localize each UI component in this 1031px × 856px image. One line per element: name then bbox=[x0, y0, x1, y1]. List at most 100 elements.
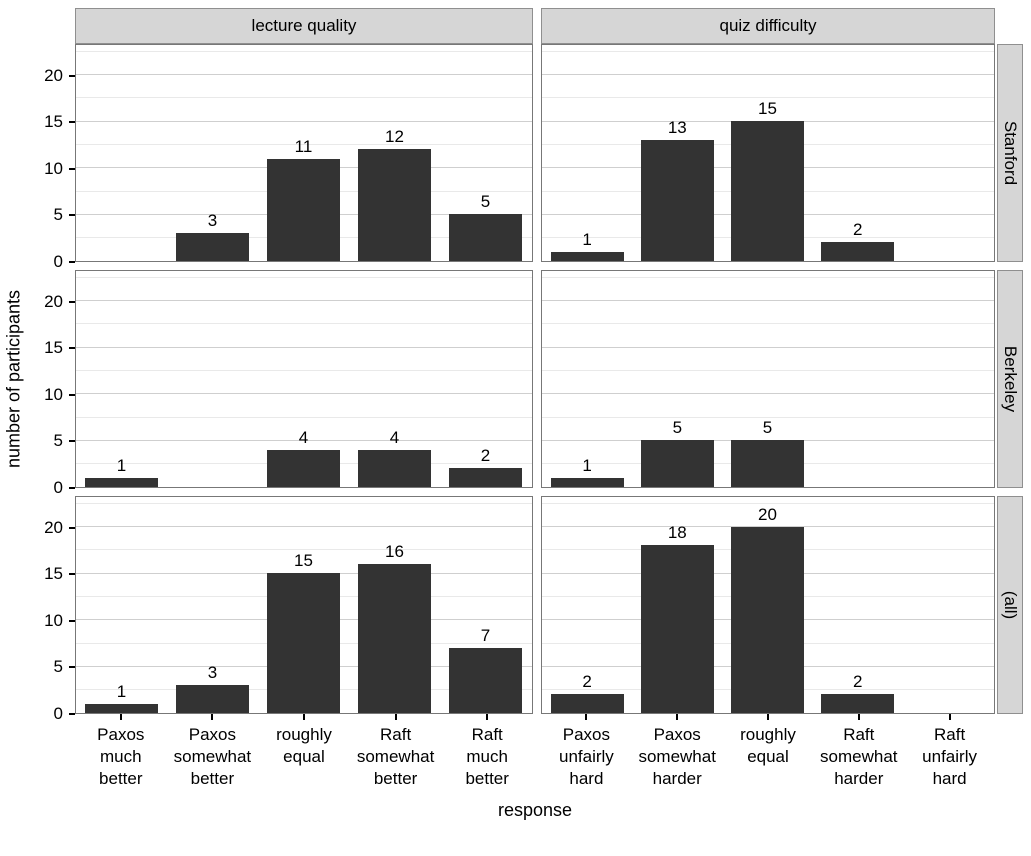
x-category-label-line: Paxos bbox=[653, 725, 701, 744]
x-category-label-line: Paxos bbox=[188, 725, 237, 744]
x-category-label-line: somewhat bbox=[356, 747, 435, 766]
bar bbox=[85, 703, 158, 713]
x-category-label-line: better bbox=[190, 769, 235, 788]
gridline-minor bbox=[542, 50, 994, 52]
y-tick-mark bbox=[69, 121, 75, 124]
y-tick-label: 20 bbox=[44, 517, 63, 537]
bar-value-label: 20 bbox=[758, 504, 777, 524]
bar bbox=[640, 139, 714, 261]
bar bbox=[267, 573, 340, 713]
gridline-major bbox=[76, 346, 532, 348]
bar-value-label: 4 bbox=[389, 427, 400, 447]
x-category-label: roughly equal bbox=[238, 724, 370, 768]
x-category-label-line: somewhat bbox=[820, 747, 898, 766]
y-tick-label: 5 bbox=[53, 657, 63, 677]
y-tick-label: 20 bbox=[44, 65, 63, 85]
column-facet-strip: quiz difficulty bbox=[541, 8, 995, 44]
bar-value-label: 5 bbox=[762, 418, 773, 438]
gridline-minor bbox=[76, 549, 532, 551]
y-tick-mark bbox=[69, 440, 75, 443]
gridline-major bbox=[76, 526, 532, 528]
x-tick-mark bbox=[119, 714, 122, 720]
x-category-label-line: Raft bbox=[843, 725, 875, 744]
bar bbox=[731, 121, 804, 261]
y-tick-label: 5 bbox=[53, 205, 63, 225]
x-tick-mark bbox=[767, 714, 769, 720]
bar-value-label: 18 bbox=[667, 523, 687, 543]
x-category-label: Paxos much better bbox=[55, 724, 187, 790]
gridline-minor bbox=[542, 323, 994, 325]
x-category-label-line: better bbox=[99, 769, 143, 788]
y-tick-mark bbox=[69, 526, 75, 529]
facet-panel: 1 4 4 2 bbox=[75, 270, 533, 488]
bar-value-label: 1 bbox=[116, 455, 127, 475]
x-category-label-line: better bbox=[373, 769, 418, 788]
x-category-label-line: hard bbox=[569, 769, 604, 788]
x-tick-mark bbox=[676, 714, 679, 720]
bar bbox=[176, 685, 249, 713]
gridline-minor bbox=[76, 144, 532, 146]
y-tick-label: 0 bbox=[53, 252, 63, 271]
y-tick-mark bbox=[69, 393, 75, 396]
bar bbox=[550, 251, 624, 261]
y-tick-mark bbox=[69, 713, 75, 715]
gridline-minor bbox=[76, 502, 532, 504]
bar-value-label: 2 bbox=[480, 446, 491, 466]
bar bbox=[550, 694, 624, 713]
y-tick-label: 20 bbox=[44, 291, 63, 311]
bar bbox=[358, 149, 431, 261]
gridline-major bbox=[542, 346, 994, 348]
x-category-label-line: Paxos bbox=[562, 725, 611, 744]
bar bbox=[267, 158, 340, 261]
facet-panel: 3 11 12 5 bbox=[75, 44, 533, 262]
bar-value-label: 11 bbox=[294, 136, 313, 156]
x-tick-mark bbox=[486, 714, 489, 720]
bar bbox=[358, 449, 431, 487]
x-category-label-line: much bbox=[466, 747, 508, 766]
x-category-label-line: harder bbox=[834, 769, 884, 788]
bar bbox=[731, 526, 804, 713]
bar bbox=[640, 440, 714, 487]
x-category-label: roughly equal bbox=[703, 724, 834, 768]
x-category-label: Raft somewhat better bbox=[330, 724, 462, 790]
bar-value-label: 7 bbox=[480, 625, 491, 645]
column-facet-strip: lecture quality bbox=[75, 8, 533, 44]
y-tick-mark bbox=[69, 214, 75, 217]
bar-value-label: 1 bbox=[582, 455, 592, 475]
y-tick-mark bbox=[69, 74, 75, 77]
bar bbox=[640, 545, 714, 713]
row-facet-label: (all) bbox=[1001, 590, 1020, 620]
y-tick-mark bbox=[69, 167, 75, 170]
bar bbox=[267, 449, 340, 487]
y-tick-label: 15 bbox=[44, 338, 63, 358]
x-tick-mark bbox=[394, 714, 397, 720]
bar bbox=[550, 477, 624, 487]
bar-value-label: 5 bbox=[672, 418, 683, 438]
y-tick-mark bbox=[69, 666, 75, 669]
gridline-minor bbox=[76, 276, 532, 278]
x-category-label-line: unfairly bbox=[922, 747, 977, 766]
y-tick-mark bbox=[69, 261, 75, 263]
gridline-minor bbox=[76, 370, 532, 372]
x-tick-mark bbox=[303, 714, 305, 720]
y-tick-mark bbox=[69, 300, 75, 303]
y-tick-label: 15 bbox=[44, 112, 63, 132]
column-facet-label: lecture quality bbox=[251, 16, 357, 35]
bar-value-label: 2 bbox=[852, 672, 863, 692]
gridline-major bbox=[76, 439, 532, 441]
x-category-label-line: unfairly bbox=[558, 747, 614, 766]
bar-value-label: 3 bbox=[207, 211, 218, 231]
bar-value-label: 2 bbox=[852, 220, 863, 240]
y-tick-mark bbox=[69, 487, 75, 489]
gridline-major bbox=[542, 74, 994, 76]
x-category-label-line: roughly bbox=[740, 725, 796, 744]
x-category-label-line: somewhat bbox=[173, 747, 252, 766]
bar-value-label: 15 bbox=[758, 99, 777, 119]
x-tick-mark bbox=[211, 714, 214, 720]
row-facet-strip: (all) bbox=[997, 496, 1023, 714]
bar-value-label: 1 bbox=[582, 229, 592, 249]
bar bbox=[449, 647, 522, 713]
y-tick-mark bbox=[69, 573, 75, 576]
x-category-label-line: Raft bbox=[471, 725, 503, 744]
